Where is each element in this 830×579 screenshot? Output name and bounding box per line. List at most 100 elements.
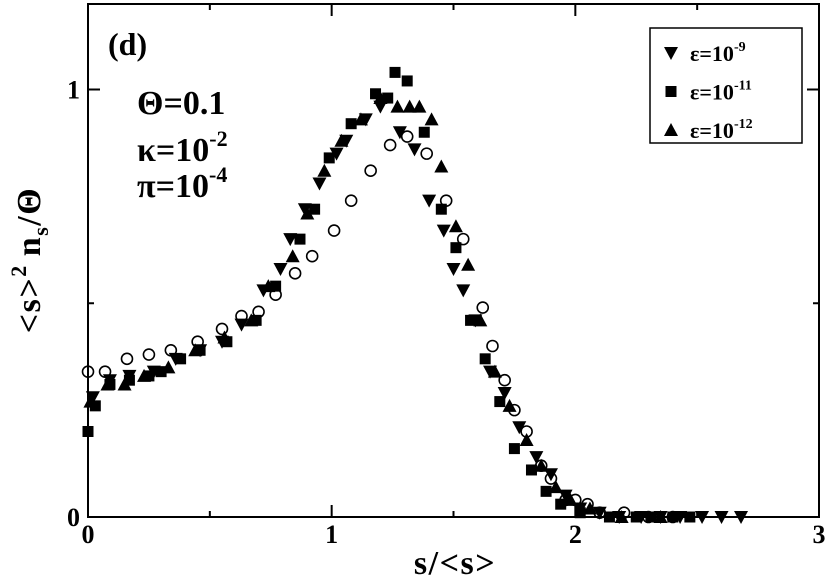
triangle-down-data-point xyxy=(592,506,607,520)
x-tick-label: 2 xyxy=(569,520,582,549)
square-data-point xyxy=(479,353,491,365)
open-circle-data-point xyxy=(581,497,594,511)
triangle-up-data-point xyxy=(402,99,417,113)
open-circle-data-point xyxy=(235,309,248,323)
open-circle-data-point xyxy=(559,493,572,507)
square-data-point xyxy=(630,511,642,523)
triangle-down-data-point xyxy=(512,421,527,435)
open-circle-data-point xyxy=(400,130,414,143)
legend-label-base: ε=10 xyxy=(690,41,734,66)
x-tick-label: 3 xyxy=(813,520,826,549)
triangle-down-data-point xyxy=(529,451,544,465)
open-circle-data-point xyxy=(498,373,511,387)
triangle-up-data-point xyxy=(161,360,176,374)
square-data-point xyxy=(574,507,586,519)
square-data-point xyxy=(370,88,382,100)
triangle-up-data-point xyxy=(137,368,152,382)
triangle-up-data-point xyxy=(100,377,115,391)
triangle-up-data-point xyxy=(487,364,502,378)
triangle-up-data-point xyxy=(334,133,349,147)
triangle-up-data-point xyxy=(448,219,463,233)
square-data-point xyxy=(508,443,520,455)
x-tick-label: 0 xyxy=(82,520,95,549)
open-circle-data-point xyxy=(252,305,265,319)
x-axis-label: s/<s> xyxy=(414,545,496,579)
triangle-up-data-point xyxy=(582,501,597,515)
kappa-annotation-exponent: -2 xyxy=(209,126,227,151)
triangle-up-data-point xyxy=(217,330,232,344)
square-data-point xyxy=(684,511,696,523)
legend-label-base: ε=10 xyxy=(690,118,734,143)
square-data-point xyxy=(525,464,537,476)
square-data-point xyxy=(270,280,282,292)
theta-annotation: Θ=0.1 xyxy=(137,85,225,122)
y-axis-label-part2: n xyxy=(11,236,48,256)
open-circle-data-point xyxy=(327,224,341,237)
square-data-point xyxy=(194,344,206,356)
square-data-point xyxy=(667,511,679,523)
kappa-annotation: κ=10-2 xyxy=(137,126,228,169)
pi-annotation-base: π=10 xyxy=(137,168,209,205)
triangle-down-data-point xyxy=(446,263,461,277)
triangle-down-data-point xyxy=(329,147,344,161)
square-data-point xyxy=(294,233,306,245)
open-circle-data-point xyxy=(142,348,156,361)
y-axis-label-part3: /Θ xyxy=(11,187,48,227)
triangle-down-data-point xyxy=(497,387,512,401)
open-circle-data-point xyxy=(593,506,607,520)
y-axis-label-subscript: s xyxy=(28,226,53,236)
triangle-up-data-point xyxy=(519,433,534,447)
triangle-up-data-point xyxy=(473,313,488,327)
open-circle-data-point xyxy=(520,425,533,438)
square-data-point xyxy=(143,370,155,382)
open-circle-data-point xyxy=(642,510,655,524)
square-data-point xyxy=(401,75,413,87)
square-data-point xyxy=(435,203,447,215)
legend-triangle-down-icon xyxy=(664,47,678,60)
open-circle-data-point xyxy=(81,365,95,378)
triangle-down-data-point xyxy=(283,233,298,247)
triangle-up-data-point xyxy=(300,206,315,220)
square-data-point xyxy=(494,396,506,408)
triangle-up-data-point xyxy=(317,163,332,177)
triangle-up-data-point xyxy=(261,279,276,293)
legend-label: ε=10-12 xyxy=(690,117,753,143)
open-circle-data-point xyxy=(569,493,582,507)
triangle-up-data-point xyxy=(390,99,405,113)
legend-square-icon xyxy=(665,86,677,97)
open-circle-data-point xyxy=(288,267,302,280)
open-circle-data-point xyxy=(164,343,178,357)
triangle-up-data-point xyxy=(534,458,549,472)
triangle-down-data-point xyxy=(85,391,100,405)
triangle-down-data-point xyxy=(422,194,437,208)
square-data-point xyxy=(123,374,135,386)
open-circle-data-point xyxy=(486,339,499,353)
open-circle-data-point xyxy=(364,164,377,178)
triangle-up-data-point xyxy=(653,510,668,523)
square-data-point xyxy=(540,485,552,497)
open-circle-data-point xyxy=(508,403,521,417)
triangle-down-data-point xyxy=(234,318,249,332)
data-points xyxy=(81,66,749,524)
triangle-down-data-point xyxy=(312,177,327,191)
triangle-up-data-point xyxy=(83,394,98,408)
square-data-point xyxy=(555,498,567,510)
open-circle-data-point xyxy=(98,365,112,378)
square-data-point xyxy=(450,242,462,254)
legend-label-base: ε=10 xyxy=(690,80,734,105)
open-circle-data-point xyxy=(383,138,397,152)
square-data-point xyxy=(155,366,167,378)
square-data-point xyxy=(382,92,394,104)
y-axis-label-superscript: 2 xyxy=(6,264,31,277)
pi-annotation: π=10-4 xyxy=(137,162,227,205)
y-axis-label: <s>2 ns/Θ xyxy=(6,187,53,333)
square-data-point xyxy=(645,511,657,523)
square-data-point xyxy=(323,152,335,164)
open-circle-data-point xyxy=(215,322,229,336)
open-circle-data-point xyxy=(420,147,433,160)
open-circle-data-point xyxy=(305,249,319,263)
legend-label: ε=10-9 xyxy=(690,40,746,66)
y-tick-label: 0 xyxy=(67,503,80,532)
triangle-up-data-point xyxy=(117,377,132,391)
x-tick-label: 1 xyxy=(325,520,338,549)
